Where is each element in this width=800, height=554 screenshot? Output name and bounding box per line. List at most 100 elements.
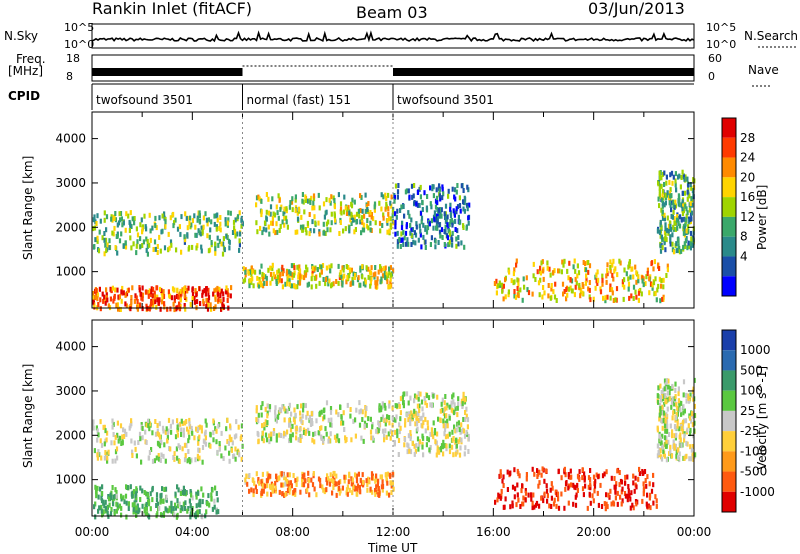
cell <box>120 505 123 511</box>
cell <box>396 428 399 434</box>
cell <box>283 406 286 412</box>
cell <box>386 414 389 420</box>
cell <box>101 235 104 241</box>
cell <box>439 445 443 451</box>
cell <box>348 487 351 493</box>
cell <box>267 267 270 273</box>
cell <box>118 294 121 300</box>
cell <box>514 486 517 492</box>
cell <box>151 225 154 231</box>
cell <box>222 291 225 297</box>
cell <box>360 435 363 441</box>
cell <box>191 218 194 224</box>
cell <box>668 390 671 396</box>
cell <box>140 459 143 465</box>
cell <box>530 496 533 502</box>
cell <box>549 272 552 278</box>
cell <box>136 299 139 304</box>
cell <box>416 202 419 208</box>
cell <box>534 277 537 282</box>
cell <box>632 473 635 479</box>
cell <box>244 477 247 483</box>
cell <box>589 482 592 488</box>
cell <box>170 242 173 248</box>
cell <box>689 217 692 223</box>
cell <box>132 506 135 512</box>
cell <box>335 409 338 415</box>
cell <box>337 280 340 286</box>
cell <box>170 295 173 301</box>
cell <box>663 435 667 441</box>
velocity-scale-swatch-7 <box>722 471 736 492</box>
cell <box>139 302 142 308</box>
cell <box>339 220 342 225</box>
cell <box>686 210 689 216</box>
cell <box>402 204 405 209</box>
cell <box>659 436 662 442</box>
cell <box>198 455 201 461</box>
cell <box>150 289 153 295</box>
cell <box>132 241 135 247</box>
cell <box>371 435 375 441</box>
cell <box>137 509 140 515</box>
cell <box>195 292 198 298</box>
cell <box>96 238 99 244</box>
cell <box>389 429 392 435</box>
cell <box>615 481 618 487</box>
cell <box>627 488 630 494</box>
cell <box>674 178 677 184</box>
cell <box>415 224 418 230</box>
cell <box>213 221 216 227</box>
cell <box>436 200 439 206</box>
cell <box>183 286 186 291</box>
cell <box>624 480 627 486</box>
cell <box>530 492 533 498</box>
cell <box>545 468 548 474</box>
cell <box>116 432 119 438</box>
cell <box>386 471 389 477</box>
cell <box>385 490 388 496</box>
cell <box>642 282 645 288</box>
cell <box>214 287 218 293</box>
cell <box>399 416 402 422</box>
cell <box>285 219 288 225</box>
cell <box>616 272 619 278</box>
cell <box>396 208 399 214</box>
cell <box>292 473 295 478</box>
cell <box>637 290 641 296</box>
cell <box>640 291 643 297</box>
cell <box>642 486 646 492</box>
cell <box>537 469 541 475</box>
cell <box>313 205 316 211</box>
cell <box>255 202 258 208</box>
cell <box>202 301 205 307</box>
cell <box>421 444 424 450</box>
cell <box>332 485 335 490</box>
cell <box>365 405 368 411</box>
cell <box>466 206 469 212</box>
cell <box>175 446 178 452</box>
cell <box>114 487 117 493</box>
cell <box>539 265 542 271</box>
cell <box>194 514 197 520</box>
cell <box>388 403 391 409</box>
cell <box>270 491 273 497</box>
cell <box>506 469 509 475</box>
cell <box>268 231 271 237</box>
cell <box>144 224 147 230</box>
cell <box>329 227 332 233</box>
cell <box>675 402 678 408</box>
cell <box>464 397 467 403</box>
cell <box>140 217 143 223</box>
cell <box>524 490 528 496</box>
cell <box>358 485 361 490</box>
cell <box>195 511 198 516</box>
cell <box>337 192 340 198</box>
cell <box>597 474 600 480</box>
cell <box>197 447 200 453</box>
cell <box>447 193 450 199</box>
cell <box>436 219 439 225</box>
cell <box>153 290 156 296</box>
cell <box>573 484 576 490</box>
cell <box>291 423 294 429</box>
